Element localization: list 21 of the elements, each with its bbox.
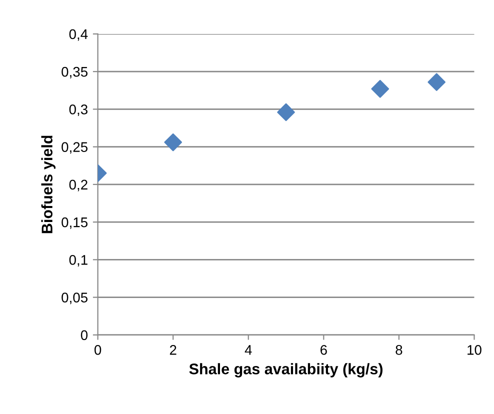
- y-tick-label: 0,35: [62, 66, 88, 78]
- y-tick-label: 0: [80, 330, 88, 340]
- y-tick-label: 0,2: [69, 180, 88, 192]
- x-tick-label: 10: [468, 345, 482, 355]
- y-tick-label: 0,05: [62, 292, 88, 304]
- point: [277, 103, 295, 122]
- point: [371, 80, 390, 98]
- y-tick-label: 0,4: [69, 29, 88, 41]
- point: [164, 133, 182, 152]
- x-tick-label: 2: [170, 345, 176, 355]
- x-tick-label: 0: [94, 345, 102, 355]
- y-tick-label: 0,1: [69, 255, 88, 266]
- point: [428, 73, 446, 92]
- x-axis-title: Shale gas availabiity (kg/s): [189, 363, 382, 378]
- x-tick-label: 4: [244, 345, 252, 355]
- y-tick-label: 0,3: [69, 104, 88, 116]
- x-tick-label: 8: [396, 345, 402, 355]
- y-tick-label: 0,15: [62, 217, 88, 229]
- y-tick-label: 0,25: [62, 142, 88, 154]
- y-axis-title: Biofuels yield: [41, 136, 56, 234]
- x-tick-label: 6: [320, 345, 327, 355]
